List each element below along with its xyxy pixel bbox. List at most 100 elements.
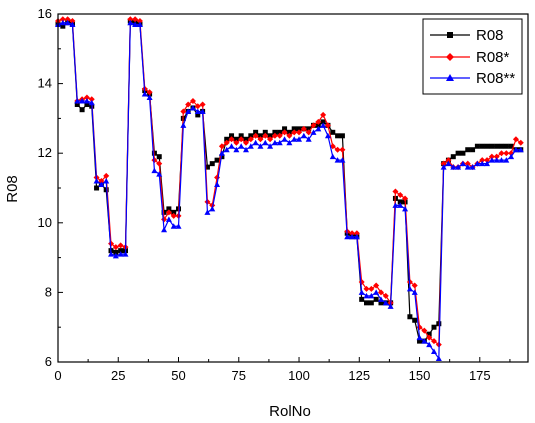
data-point [330, 129, 336, 135]
data-point [59, 16, 66, 23]
x-tick-label: 0 [54, 368, 61, 383]
y-tick-label: 12 [38, 145, 52, 160]
y-axis-title: R08 [4, 175, 21, 203]
data-point [416, 334, 423, 341]
data-point [83, 98, 90, 104]
x-tick-label: 100 [288, 368, 310, 383]
data-point [79, 98, 86, 104]
data-point [156, 154, 162, 160]
data-point [382, 299, 389, 306]
data-point [512, 146, 519, 153]
data-point [281, 136, 288, 142]
data-point [324, 122, 331, 129]
data-point [118, 248, 124, 254]
data-point [382, 292, 389, 299]
data-point [276, 132, 283, 139]
data-point [189, 104, 196, 111]
data-point [450, 164, 457, 170]
data-point [161, 209, 167, 215]
data-point [224, 136, 230, 142]
data-point [377, 289, 384, 296]
data-point [489, 143, 495, 149]
data-point [387, 303, 394, 309]
data-point [411, 289, 418, 295]
data-point [209, 161, 215, 167]
data-point [69, 17, 76, 24]
legend-label-r08-dstar: R08** [476, 70, 515, 87]
data-point [112, 244, 119, 251]
data-point [368, 300, 374, 306]
data-point [320, 119, 326, 125]
data-point [165, 209, 172, 216]
data-point [175, 223, 182, 229]
data-point [103, 172, 110, 179]
data-point [195, 112, 201, 118]
data-point [286, 129, 292, 135]
data-point [334, 146, 341, 153]
data-point [339, 157, 346, 163]
data-point [324, 132, 331, 139]
data-point [334, 157, 341, 163]
data-point [180, 122, 187, 128]
y-tick-label: 16 [38, 6, 52, 21]
legend-marker-r08-star [446, 53, 454, 61]
data-point [291, 129, 298, 136]
data-point [238, 133, 244, 139]
data-point [373, 296, 379, 302]
data-point [136, 21, 143, 27]
data-point [166, 206, 172, 212]
y-tick-label: 6 [45, 354, 52, 369]
data-point [450, 154, 456, 160]
data-point [460, 150, 466, 156]
data-point [503, 150, 510, 157]
data-point [459, 160, 466, 167]
data-point [291, 136, 298, 142]
data-point [339, 146, 346, 153]
data-point [199, 108, 206, 114]
data-point [426, 341, 433, 348]
data-point [252, 132, 259, 139]
data-point [170, 212, 177, 219]
data-point [300, 132, 307, 139]
data-point [493, 157, 500, 163]
data-point [281, 129, 288, 136]
legend: R08 R08* R08** [422, 18, 523, 95]
data-point [508, 150, 515, 157]
data-point [377, 296, 384, 302]
data-point [151, 167, 158, 174]
data-point [455, 164, 462, 170]
data-point [238, 143, 245, 149]
data-point [407, 314, 413, 320]
data-point [392, 202, 399, 208]
data-point [185, 101, 192, 108]
data-point [310, 129, 317, 135]
data-point [161, 226, 168, 233]
data-point [320, 111, 327, 118]
data-point [315, 122, 321, 128]
data-point [296, 136, 303, 142]
data-point [271, 139, 278, 146]
data-point [180, 108, 187, 115]
data-point [305, 129, 312, 136]
data-point [267, 136, 274, 143]
data-point [368, 292, 375, 299]
data-point [373, 282, 380, 289]
data-point [406, 285, 413, 292]
data-point [132, 16, 139, 23]
data-point [60, 23, 66, 29]
data-point [218, 150, 225, 156]
data-point [228, 143, 235, 149]
data-point [98, 178, 105, 185]
data-point [272, 129, 278, 135]
data-point [464, 160, 471, 167]
data-point [296, 126, 302, 132]
data-point [194, 103, 201, 110]
data-point [484, 157, 491, 164]
x-axis-ticks: 0 25 50 75 100 125 150 175 [54, 357, 511, 383]
series-r08starstar [55, 19, 524, 362]
data-point [194, 108, 201, 114]
data-point [170, 223, 177, 229]
data-point [397, 202, 404, 208]
data-point [286, 139, 293, 146]
